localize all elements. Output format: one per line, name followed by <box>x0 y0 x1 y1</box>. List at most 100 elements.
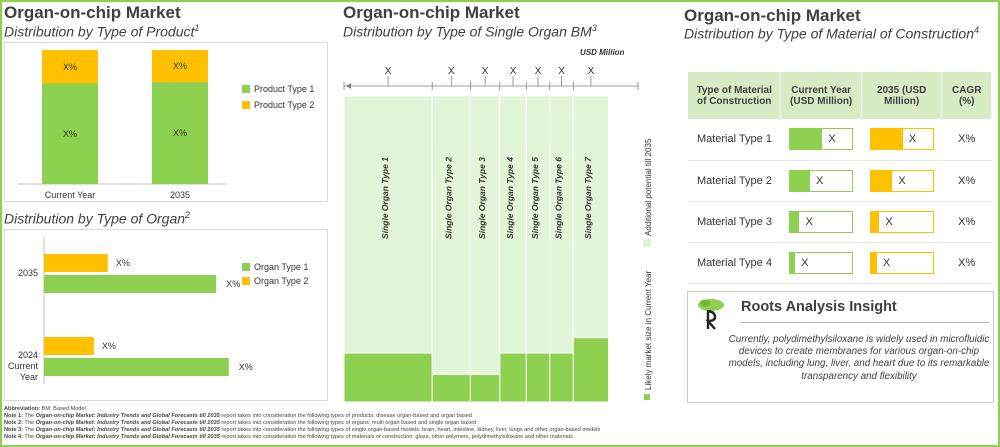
material-future-bar: X <box>869 169 934 192</box>
material-current-bar: X <box>789 210 854 233</box>
bar-fill <box>790 252 796 273</box>
insight-text: Currently, polydimethylsiloxane is widel… <box>728 334 990 382</box>
material-future-bar: X <box>869 128 934 151</box>
col-current: Current Year (USD Million) <box>780 72 862 119</box>
product-chart-subtitle: Distribution by Type of Product1 <box>4 23 200 40</box>
bar-product-type-1-0 <box>42 83 98 184</box>
data-label: X% <box>102 341 116 351</box>
top-value-label: X <box>558 66 565 77</box>
footnote-line: Note 1: The Organ-on-chip Market: Indust… <box>4 412 473 419</box>
col-cagr: CAGR (%) <box>941 72 992 119</box>
category-label: Single Organ Type 2 <box>443 157 453 239</box>
category-label: Single Organ Type 7 <box>583 156 593 239</box>
footnote-line: Note 3: The Organ-on-chip Market: Indust… <box>4 426 601 433</box>
mekko-current-1 <box>343 352 433 403</box>
legend-swatch <box>242 277 250 285</box>
data-label: X% <box>63 62 77 72</box>
mekko-current-5 <box>525 352 551 403</box>
col-material: Type of Material of Construction <box>688 72 782 119</box>
material-chart-subtitle: Distribution by Type of Material of Cons… <box>684 25 979 42</box>
legend-label: Product Type 2 <box>254 100 314 110</box>
data-label: X% <box>239 362 253 372</box>
footnote-line: Note 4: The Organ-on-chip Market: Indust… <box>4 433 573 440</box>
material-future-bar: X <box>869 210 934 233</box>
bar-organ-type-2-1 <box>44 337 94 355</box>
col-2035: 2035 (USD Million) <box>861 72 943 119</box>
legend-label-potential: Additional potential till 2035 <box>644 138 653 236</box>
data-label: X% <box>116 258 130 268</box>
organ-chart-box <box>4 229 328 401</box>
category-label: Single Organ Type 1 <box>380 157 390 239</box>
single-organ-chart-title: Organ-on-chip Market <box>343 3 520 22</box>
mekko-current-7 <box>572 337 610 403</box>
material-row: Material Type 3 X X X% <box>688 201 992 243</box>
material-current-cell: X <box>780 119 862 161</box>
x-tick-label: 2035 <box>170 190 190 200</box>
bar-value-label: X <box>805 215 813 228</box>
legend-label: Product Type 1 <box>254 84 314 94</box>
insight-title: Roots Analysis Insight <box>741 299 897 315</box>
mekko-potential-7 <box>572 95 610 339</box>
material-current-cell: X <box>780 201 862 243</box>
category-label: Single Organ Type 5 <box>530 157 540 239</box>
material-cagr: X% <box>941 242 992 284</box>
bar-fill <box>870 211 880 232</box>
material-name: Material Type 2 <box>688 160 781 202</box>
y-tick-label: 2024 <box>18 350 38 360</box>
insight-box: Roots Analysis Insight Currently, polydi… <box>687 291 994 403</box>
mekko-current-4 <box>499 352 527 403</box>
category-label: Single Organ Type 4 <box>505 157 515 239</box>
material-current-cell: X <box>780 242 862 284</box>
footnote-line: Note 2: The Organ-on-chip Market: Indust… <box>4 419 477 426</box>
data-label: X% <box>173 61 187 71</box>
bar-value-label: X <box>815 174 824 187</box>
material-future-cell: X <box>861 160 942 202</box>
organ-chart-subtitle: Distribution by Type of Organ2 <box>4 210 191 227</box>
legend-label: Organ Type 1 <box>254 262 308 272</box>
bar-fill <box>790 211 800 232</box>
legend-swatch-potential <box>643 239 651 247</box>
mekko-potential-4 <box>499 95 527 354</box>
product-chart-box <box>4 42 328 202</box>
material-row: Material Type 4 X X X% <box>688 242 992 284</box>
category-label: Single Organ Type 3 <box>477 157 487 239</box>
top-value-label: X <box>535 66 542 77</box>
bar-fill <box>870 129 903 150</box>
top-value-label: X <box>510 66 517 77</box>
material-future-cell: X <box>861 201 942 243</box>
bracket-arrow-left <box>346 83 351 89</box>
top-value-label: X <box>385 66 392 77</box>
top-value-label: X <box>482 66 489 77</box>
material-current-bar: X <box>789 128 854 151</box>
material-future-bar: X <box>869 251 934 274</box>
y-tick-label: 2035 <box>18 268 38 278</box>
insight-divider <box>741 322 989 323</box>
mekko-potential-3 <box>469 95 501 375</box>
bar-value-label: X <box>908 133 917 146</box>
data-label: X% <box>226 279 240 289</box>
material-name: Material Type 3 <box>688 201 781 243</box>
mekko-current-2 <box>431 373 471 403</box>
bar-organ-type-1-1 <box>44 358 229 376</box>
material-future-cell: X <box>861 119 942 161</box>
product-chart: X% X% Current Year X% X% 2035 Product Type 1 Pr… <box>18 50 314 200</box>
mekko-current-6 <box>549 352 574 403</box>
tree-logo-icon <box>698 299 724 330</box>
footnotes: Abbreviation: BM: Based Model Note 1: Th… <box>4 406 600 441</box>
category-label: Single Organ Type 6 <box>554 157 564 239</box>
bar-fill <box>790 170 810 191</box>
bar-value-label: X <box>828 133 836 146</box>
bar-organ-type-2-0 <box>44 254 108 272</box>
material-future-cell: X <box>861 242 942 284</box>
single-organ-chart: X Single Organ Type 1 X Single Organ Type 2… <box>343 66 653 403</box>
y-tick-label: Current <box>8 361 39 371</box>
material-row: Material Type 1 X X X% <box>688 119 992 161</box>
bar-value-label: X <box>882 256 891 269</box>
material-cagr: X% <box>941 201 992 243</box>
unit-label: USD Million <box>580 48 625 57</box>
material-chart-title: Organ-on-chip Market <box>684 6 861 25</box>
material-cagr: X% <box>941 119 992 161</box>
top-value-label: X <box>588 66 595 77</box>
product-chart-title: Organ-on-chip Market <box>4 3 181 22</box>
